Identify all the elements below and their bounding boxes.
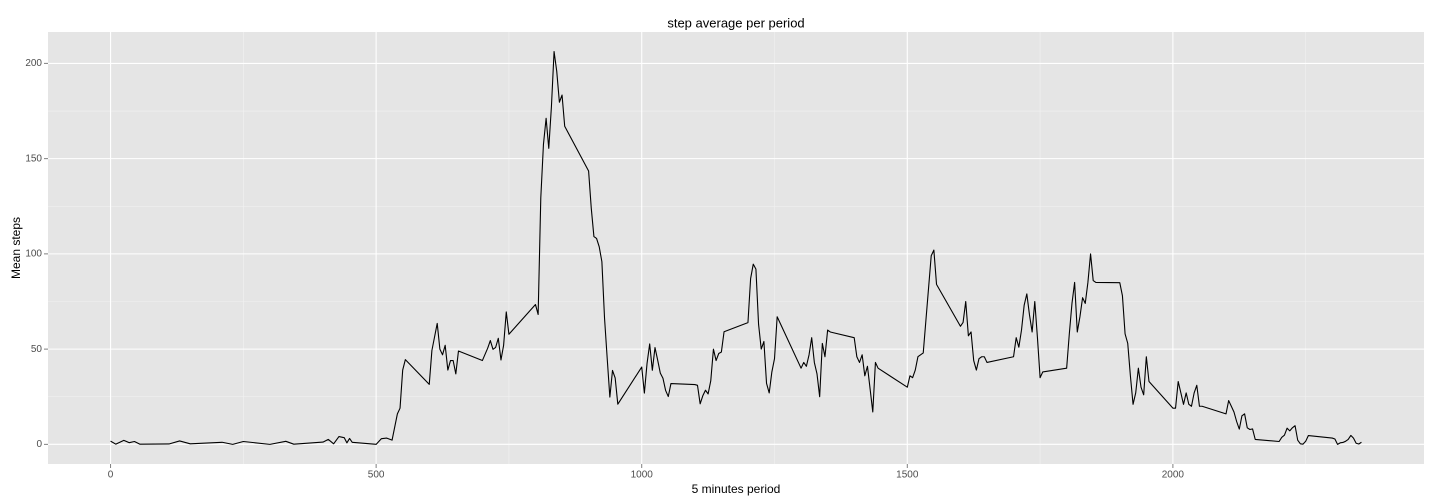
y-tick-label: 100 (25, 249, 42, 260)
data-line (110, 51, 1362, 445)
y-tick-label: 200 (25, 58, 42, 69)
y-tick-label: 50 (31, 344, 43, 355)
x-axis-title: 5 minutes period (692, 482, 781, 496)
x-tick-label: 1000 (631, 470, 654, 481)
x-tick-label: 0 (108, 470, 114, 481)
y-axis-title: Mean steps (9, 217, 23, 279)
y-tick-label: 0 (36, 439, 42, 450)
y-tick-label: 150 (25, 153, 42, 164)
x-tick-label: 500 (368, 470, 385, 481)
plot-panel (48, 32, 1424, 464)
x-tick-label: 1500 (896, 470, 919, 481)
chart-title: step average per period (667, 15, 804, 30)
x-tick-label: 2000 (1162, 470, 1185, 481)
